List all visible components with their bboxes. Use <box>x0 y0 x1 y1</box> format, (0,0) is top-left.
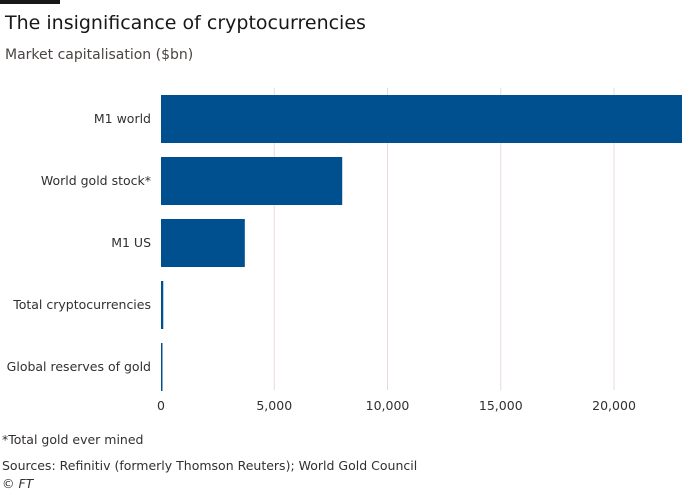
bar <box>161 157 343 205</box>
chart-subtitle: Market capitalisation ($bn) <box>5 47 194 63</box>
category-label: M1 US <box>111 235 151 250</box>
x-tick-labels: 0 5,000 10,000 15,000 20,000 <box>157 398 636 413</box>
category-label: Total cryptocurrencies <box>12 297 151 312</box>
x-tick-label: 5,000 <box>256 398 292 413</box>
x-tick-label: 15,000 <box>479 398 523 413</box>
x-tick-label: 10,000 <box>366 398 410 413</box>
credit: © FT <box>2 476 34 491</box>
bar <box>161 95 682 143</box>
bar <box>161 281 164 329</box>
sources: Sources: Refinitiv (formerly Thomson Reu… <box>2 458 418 473</box>
top-rule <box>0 0 60 4</box>
x-tick-label: 0 <box>157 398 165 413</box>
category-labels: M1 world World gold stock* M1 US Total cryp… <box>7 111 151 374</box>
chart-title: The insignificance of cryptocurrencies <box>5 12 366 34</box>
bars <box>161 95 682 391</box>
bar <box>161 219 245 267</box>
footnote: *Total gold ever mined <box>2 432 144 447</box>
category-label: M1 world <box>94 111 151 126</box>
x-tick-label: 20,000 <box>592 398 636 413</box>
bar-chart: M1 world World gold stock* M1 US Total cryp… <box>7 88 682 413</box>
category-label: World gold stock* <box>41 173 151 188</box>
category-label: Global reserves of gold <box>7 359 151 374</box>
bar <box>161 343 163 391</box>
